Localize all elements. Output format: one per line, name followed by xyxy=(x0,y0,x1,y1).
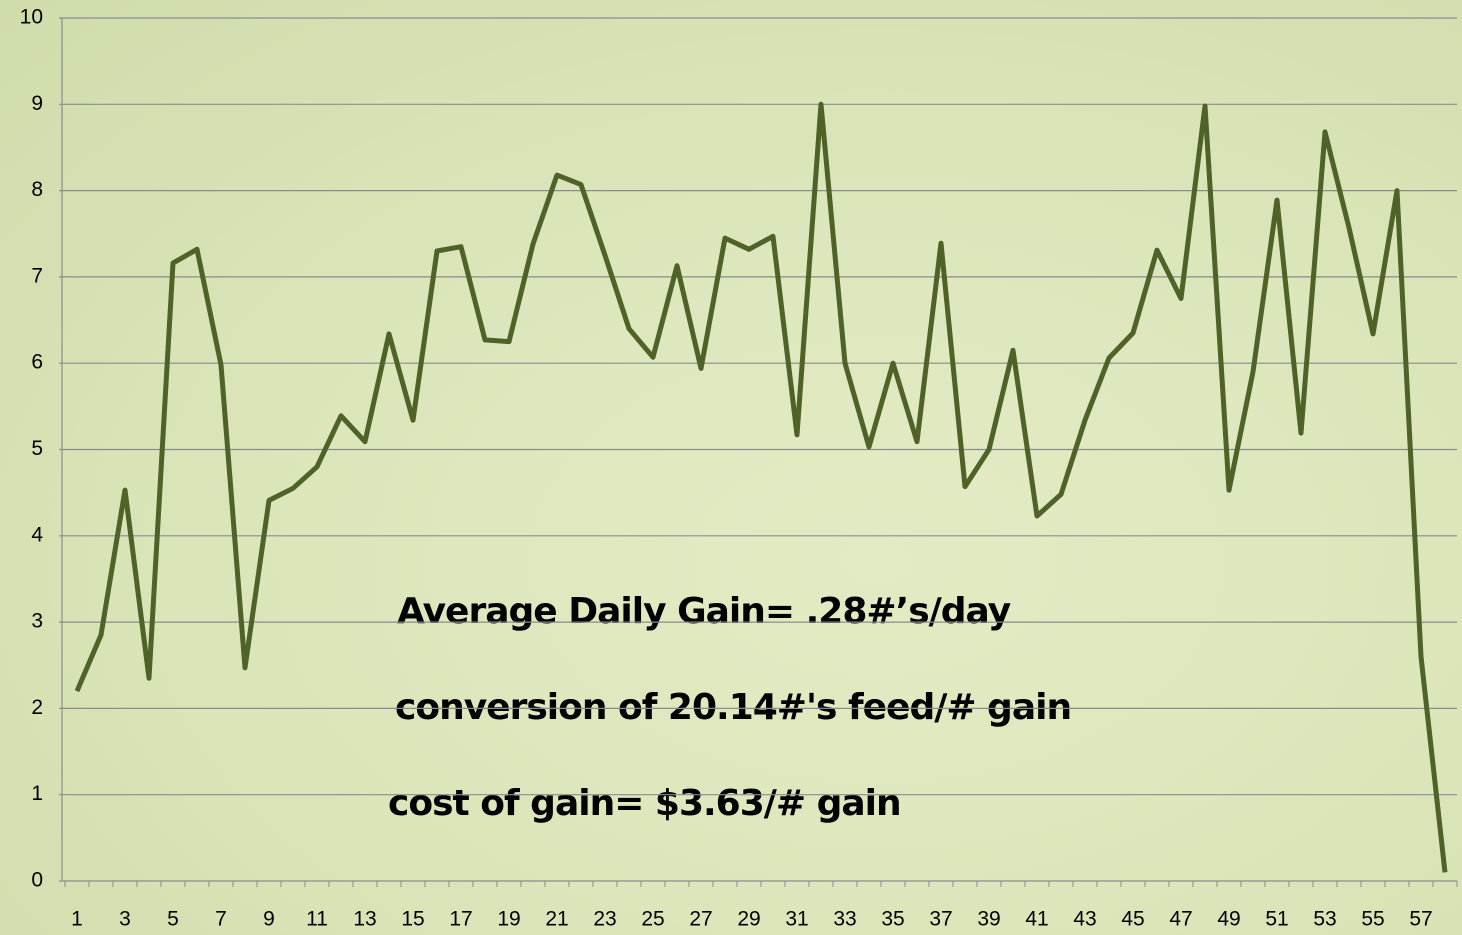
x-tick-label: 51 xyxy=(1265,908,1288,931)
x-tick-label: 5 xyxy=(167,908,179,931)
x-tick-label: 3 xyxy=(119,908,131,931)
y-tick-label: 2 xyxy=(31,696,43,719)
x-tick-label: 9 xyxy=(263,908,275,931)
x-tick-label: 57 xyxy=(1409,908,1432,931)
x-tick-label: 25 xyxy=(641,908,664,931)
x-tick-label: 7 xyxy=(215,908,227,931)
x-tick-label: 45 xyxy=(1121,908,1144,931)
y-tick-label: 6 xyxy=(31,351,43,374)
x-tick-label: 1 xyxy=(71,908,83,931)
y-tick-label: 3 xyxy=(31,610,43,633)
x-tick-label: 23 xyxy=(593,908,616,931)
x-tick-label: 49 xyxy=(1217,908,1240,931)
x-tick-label: 33 xyxy=(833,908,856,931)
annotation: Average Daily Gain= .28#’s/day xyxy=(397,591,1011,632)
annotation: conversion of 20.14#'s feed/# gain xyxy=(395,687,1071,728)
x-tick-label: 13 xyxy=(353,908,376,931)
x-tick-label: 37 xyxy=(929,908,952,931)
x-tick-label: 19 xyxy=(497,908,520,931)
x-tick-label: 27 xyxy=(689,908,712,931)
x-tick-label: 41 xyxy=(1025,908,1048,931)
x-tick-label: 11 xyxy=(306,908,328,931)
y-tick-label: 5 xyxy=(31,437,43,460)
data-line xyxy=(74,101,1448,873)
x-tick-label: 29 xyxy=(737,908,760,931)
x-tick-label: 21 xyxy=(545,908,568,931)
x-tick-label: 35 xyxy=(881,908,904,931)
y-tick-label: 0 xyxy=(31,869,43,892)
y-tick-label: 10 xyxy=(20,6,43,29)
y-tick-label: 9 xyxy=(31,92,43,115)
y-tick-label: 4 xyxy=(31,523,43,546)
x-tick-label: 55 xyxy=(1361,908,1384,931)
y-tick-label: 8 xyxy=(31,178,43,201)
x-tick-label: 53 xyxy=(1313,908,1336,931)
annotation: cost of gain= $3.63/# gain xyxy=(388,783,901,824)
y-tick-label: 7 xyxy=(31,264,43,287)
x-tick-label: 17 xyxy=(449,908,472,931)
y-tick-label: 1 xyxy=(31,782,43,805)
x-tick-label: 43 xyxy=(1073,908,1096,931)
x-tick-label: 31 xyxy=(785,908,808,931)
x-tick-label: 39 xyxy=(977,908,1000,931)
x-tick-label: 15 xyxy=(401,908,424,931)
x-tick-label: 47 xyxy=(1169,908,1192,931)
